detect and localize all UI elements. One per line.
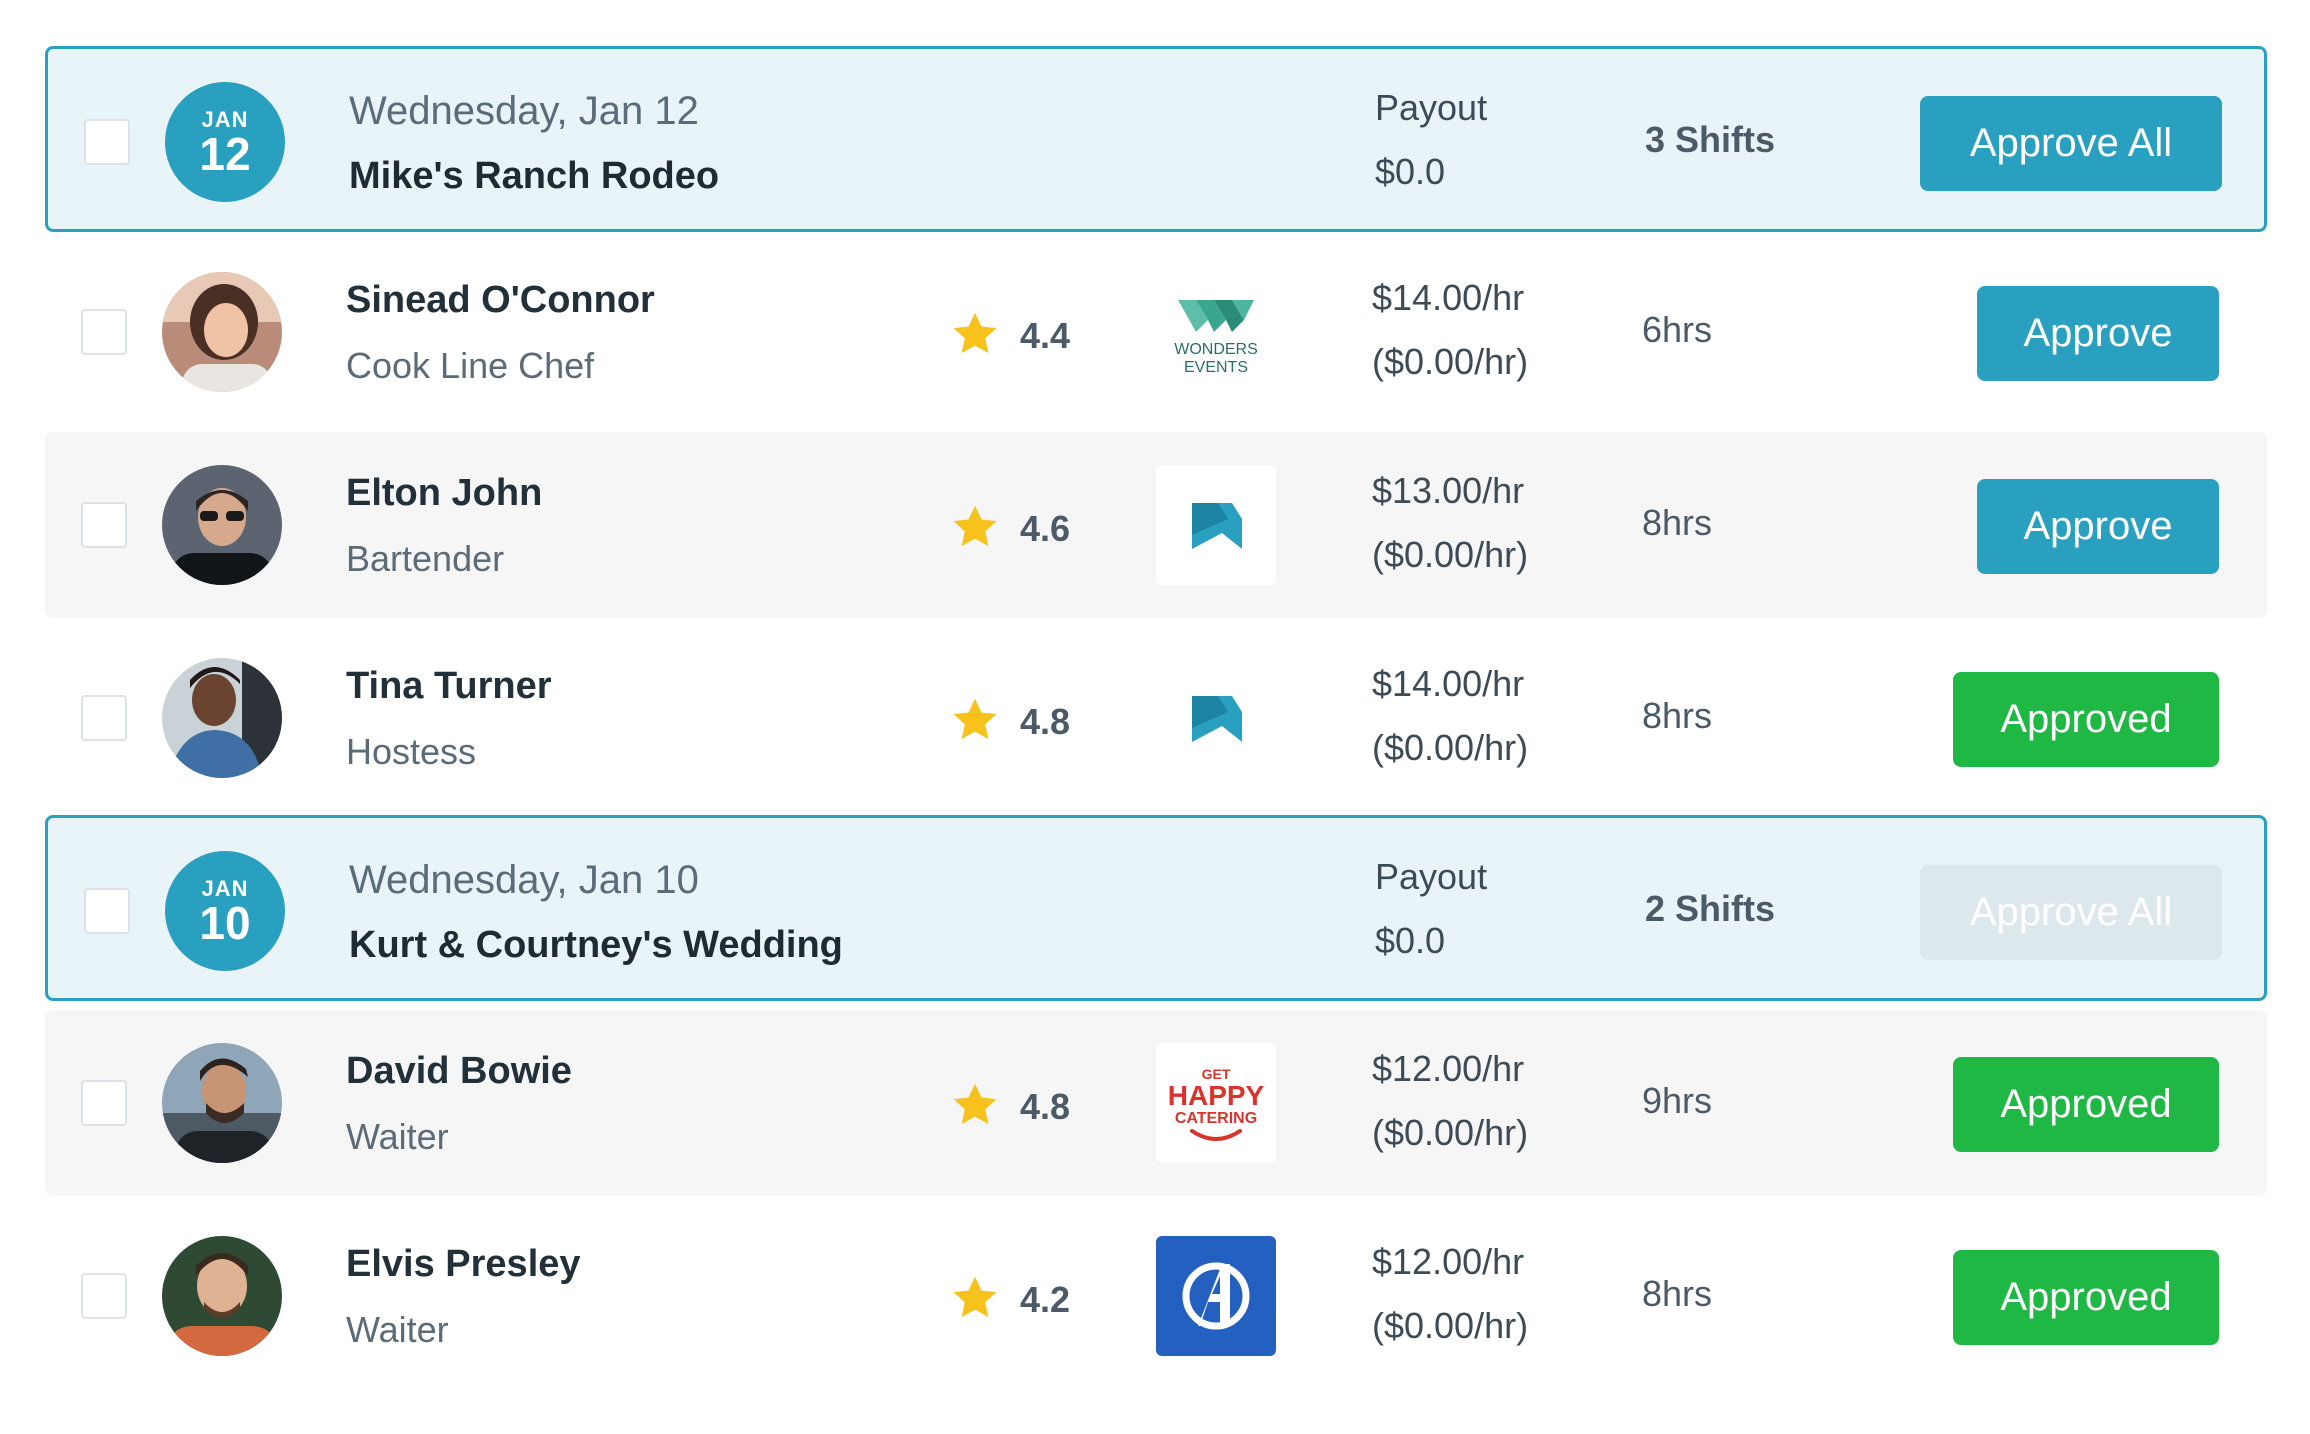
shift-count: 3 Shifts <box>1645 119 1776 160</box>
avatar <box>162 272 282 392</box>
worker-select-checkbox[interactable] <box>81 1080 127 1126</box>
worker-row: Sinead O'Connor Cook Line Chef 4.4 WONDE… <box>45 239 2267 425</box>
worker-row: David Bowie Waiter 4.8 GET HAPPY CATERIN… <box>45 1010 2267 1196</box>
hourly-rate: $14.00/hr <box>1372 277 1525 318</box>
avatar <box>162 1043 282 1163</box>
worker-role: Waiter <box>346 1309 449 1350</box>
event-group-header: JAN 12 Wednesday, Jan 12 Mike's Ranch Ro… <box>45 46 2267 232</box>
event-date: Wednesday, Jan 12 <box>349 89 699 133</box>
event-group-header: JAN 10 Wednesday, Jan 10 Kurt & Courtney… <box>45 815 2267 1001</box>
hourly-rate-sub: ($0.00/hr) <box>1372 1305 1529 1346</box>
logo-text-line2: EVENTS <box>1184 359 1248 376</box>
star-icon <box>953 505 997 547</box>
payout-label: Payout <box>1375 87 1488 128</box>
date-badge: JAN 10 <box>165 851 285 971</box>
hourly-rate: $12.00/hr <box>1372 1241 1525 1282</box>
worker-role: Cook Line Chef <box>346 345 595 386</box>
worker-select-checkbox[interactable] <box>81 1273 127 1319</box>
avengers-logo <box>1156 1236 1276 1356</box>
hourly-rate: $13.00/hr <box>1372 470 1525 511</box>
worker-role: Bartender <box>346 538 505 579</box>
worker-select-checkbox[interactable] <box>81 309 127 355</box>
event-name: Kurt & Courtney's Wedding <box>349 924 843 966</box>
wonders-events-logo: WONDERS EVENTS <box>1156 272 1276 392</box>
avatar <box>162 465 282 585</box>
rating-value: 4.2 <box>1020 1279 1071 1320</box>
hourly-rate-sub: ($0.00/hr) <box>1372 727 1529 768</box>
date-badge-day: 12 <box>199 128 251 180</box>
hours: 6hrs <box>1642 309 1713 350</box>
logo-text-line2: HAPPY <box>1168 1080 1265 1111</box>
star-icon <box>953 1276 997 1318</box>
bookmark-logo <box>1156 658 1276 778</box>
get-happy-catering-logo: GET HAPPY CATERING <box>1156 1043 1276 1163</box>
approve-all-button[interactable]: Approve All <box>1920 865 2222 960</box>
avatar <box>162 1236 282 1356</box>
group-select-checkbox[interactable] <box>84 888 130 934</box>
worker-role: Waiter <box>346 1116 449 1157</box>
worker-role: Hostess <box>346 731 477 772</box>
date-badge-day: 10 <box>199 897 251 949</box>
rating-value: 4.4 <box>1020 315 1071 356</box>
worker-row: Elton John Bartender 4.6 $13.00/hr ($0.0… <box>45 432 2267 618</box>
avatar <box>162 658 282 778</box>
shift-count: 2 Shifts <box>1645 888 1776 929</box>
hourly-rate-sub: ($0.00/hr) <box>1372 534 1529 575</box>
bookmark-logo <box>1156 465 1276 585</box>
date-badge: JAN 12 <box>165 82 285 202</box>
logo-text-line1: GET <box>1202 1066 1231 1082</box>
payout-value: $0.0 <box>1375 920 1446 961</box>
approved-button[interactable]: Approved <box>1953 672 2219 767</box>
group-select-checkbox[interactable] <box>84 119 130 165</box>
worker-select-checkbox[interactable] <box>81 695 127 741</box>
date-badge-month: JAN <box>201 876 249 901</box>
date-badge-month: JAN <box>201 107 249 132</box>
event-name: Mike's Ranch Rodeo <box>349 155 720 197</box>
worker-name: Elton John <box>346 472 543 514</box>
approved-button[interactable]: Approved <box>1953 1250 2219 1345</box>
logo-text-line1: WONDERS <box>1174 341 1258 358</box>
worker-row: Tina Turner Hostess 4.8 $14.00/hr ($0.00… <box>45 625 2267 811</box>
logo-text-line3: CATERING <box>1175 1110 1257 1127</box>
approve-button[interactable]: Approve <box>1977 479 2219 574</box>
rating-value: 4.6 <box>1020 508 1071 549</box>
worker-name: Elvis Presley <box>346 1243 581 1285</box>
hourly-rate-sub: ($0.00/hr) <box>1372 341 1529 382</box>
rating-value: 4.8 <box>1020 1086 1071 1127</box>
approve-all-button[interactable]: Approve All <box>1920 96 2222 191</box>
hourly-rate: $12.00/hr <box>1372 1048 1525 1089</box>
approve-button[interactable]: Approve <box>1977 286 2219 381</box>
worker-row: Elvis Presley Waiter 4.2 $12.00/hr ($0.0… <box>45 1203 2267 1389</box>
hours: 8hrs <box>1642 502 1713 543</box>
star-icon <box>953 1083 997 1125</box>
hours: 8hrs <box>1642 695 1713 736</box>
worker-name: Sinead O'Connor <box>346 279 655 321</box>
payout-value: $0.0 <box>1375 151 1446 192</box>
approved-button[interactable]: Approved <box>1953 1057 2219 1152</box>
hourly-rate: $14.00/hr <box>1372 663 1525 704</box>
star-icon <box>953 312 997 354</box>
star-icon <box>953 698 997 740</box>
worker-name: Tina Turner <box>346 665 552 707</box>
hourly-rate-sub: ($0.00/hr) <box>1372 1112 1529 1153</box>
rating-value: 4.8 <box>1020 701 1071 742</box>
payout-label: Payout <box>1375 856 1488 897</box>
hours: 8hrs <box>1642 1273 1713 1314</box>
event-date: Wednesday, Jan 10 <box>349 858 699 902</box>
worker-name: David Bowie <box>346 1050 572 1092</box>
hours: 9hrs <box>1642 1080 1713 1121</box>
worker-select-checkbox[interactable] <box>81 502 127 548</box>
